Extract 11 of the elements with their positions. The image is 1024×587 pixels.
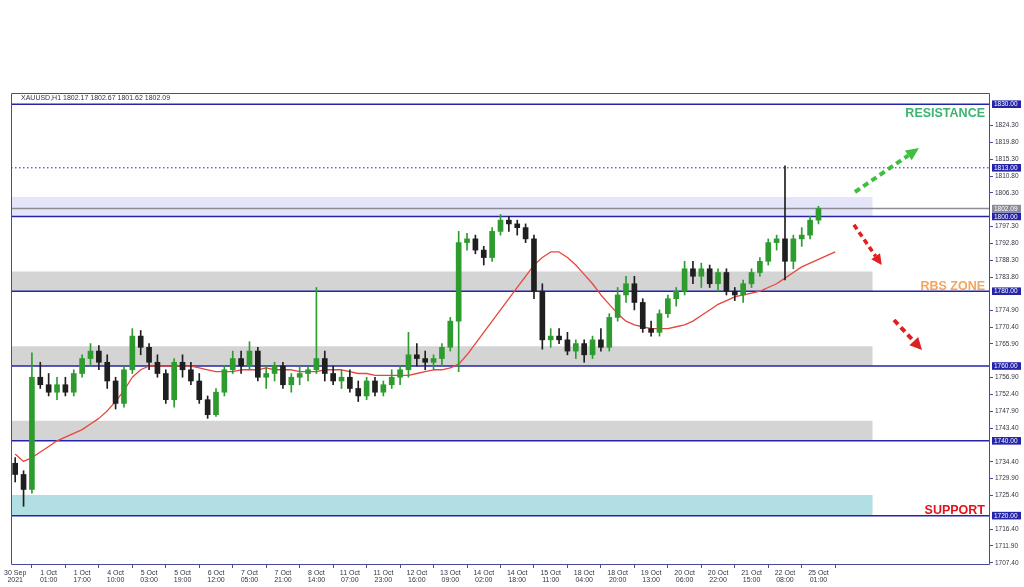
candlestick: [414, 343, 420, 367]
candlestick: [506, 216, 512, 232]
annotation: SUPPORT: [924, 503, 986, 518]
candlestick: [547, 328, 554, 348]
candlestick: [556, 328, 562, 344]
candlestick: [782, 165, 788, 281]
candlestick: [798, 227, 805, 247]
annotation: RESISTANCE: [905, 106, 985, 121]
candlestick: [263, 365, 270, 389]
annotation: RBS ZONE: [920, 278, 985, 293]
candlestick: [464, 232, 470, 251]
